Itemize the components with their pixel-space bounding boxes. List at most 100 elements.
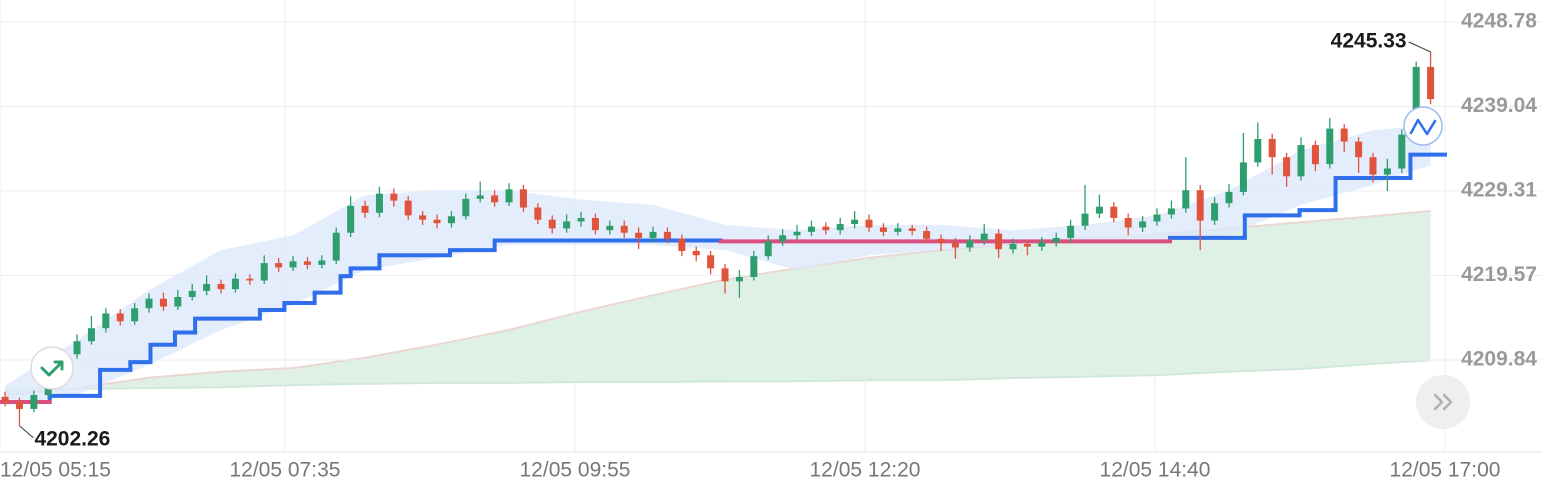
trend-signal-icon[interactable] [1403,106,1443,146]
candle-body [87,328,95,342]
candle-body [447,216,455,224]
candle-body [606,225,614,231]
candle-body [1211,203,1219,221]
candle-body [131,308,139,322]
y-tick-label: 4229.31 [1461,179,1537,202]
candle-body [534,207,542,220]
candle-body [807,226,815,232]
candle-body [476,195,484,199]
candle-body [145,298,153,309]
candle-body [1355,141,1363,158]
candle-layer [1,51,1435,426]
candle-body [1153,214,1161,222]
candle-body [879,227,887,232]
candle-body [548,219,556,229]
buy-signal-icon[interactable] [30,346,74,390]
candle-body [361,205,369,213]
candle-body [30,395,38,409]
candle-body [1254,138,1262,163]
y-tick-label: 4209.84 [1461,348,1537,371]
candle-body [1383,168,1391,175]
candle-body [1095,206,1103,214]
x-tick-label: 12/05 07:35 [229,459,340,482]
candle-body [174,296,182,307]
candle-body [1196,190,1204,221]
annotation-leader [1408,41,1431,53]
candle-body [1239,162,1247,192]
candle-body [433,219,441,224]
candle-body [735,276,743,282]
candle-body [663,231,671,239]
max-annotation: 4245.33 [1331,29,1407,52]
candle-body [332,232,340,261]
candle-body [836,224,844,231]
ma-line [4,359,1431,391]
candle-body [1326,128,1334,165]
candle-body [159,298,167,307]
ma-area [5,211,1431,396]
candle-body [419,215,427,220]
candle-body [1297,145,1305,177]
candle-body [1139,221,1147,228]
candle-body [707,255,715,269]
candle-body [1009,244,1017,250]
candle-body [102,313,110,329]
candle-body [822,226,830,231]
candle-body [491,195,499,203]
candle-body [1340,128,1348,142]
candle-body [462,198,470,217]
candle-body [505,189,513,203]
candle-body [563,221,571,229]
candle-body [1427,66,1435,100]
candle-body [519,189,527,208]
candle-body [649,231,657,238]
candle-body [894,228,902,232]
candle-body [678,238,686,251]
candle-body [793,231,801,236]
candle-body [1412,66,1420,135]
candle-body [1038,242,1046,247]
candle-body [764,241,772,257]
candle-body [404,200,412,216]
candle-body [289,261,297,268]
candle-body [390,193,398,201]
candle-body [865,219,873,228]
candle-body [217,283,225,290]
candle-body [1124,217,1132,228]
candle-body [923,230,931,239]
candle-body [951,243,959,248]
candle-body [1369,157,1377,175]
candle-body [1167,208,1175,215]
label-layer: 4209.84 4219.57 4229.31 4239.04 4248.78 12/05… [0,10,1537,482]
x-tick-label: 12/05 17:00 [1390,459,1501,482]
min-annotation: 4202.26 [34,427,110,450]
candle-body [1311,145,1319,165]
candle-body [1398,134,1406,169]
candle-body [303,261,311,265]
candle-body [246,278,254,281]
candle-body [1052,237,1060,243]
x-tick-label: 12/05 12:20 [810,459,921,482]
candle-body [750,256,758,277]
candle-body [260,263,268,281]
candle-body [937,238,945,244]
candle-body [188,290,196,297]
x-tick-label: 12/05 05:15 [0,459,111,482]
x-tick-label: 12/05 14:40 [1100,459,1211,482]
candle-body [318,260,326,265]
candle-body [203,283,211,291]
candle-body [1268,138,1276,158]
x-tick-label: 12/05 09:55 [520,459,631,482]
candle-body [577,217,585,222]
candle-body [980,233,988,241]
candle-body [1182,190,1190,209]
y-tick-label: 4239.04 [1461,94,1537,117]
scroll-right-button[interactable] [1416,375,1470,429]
candle-body [779,235,787,242]
candle-body [692,250,700,256]
candle-body [721,268,729,282]
candle-body [966,240,974,248]
candle-body [116,313,124,322]
candle-body [851,219,859,225]
